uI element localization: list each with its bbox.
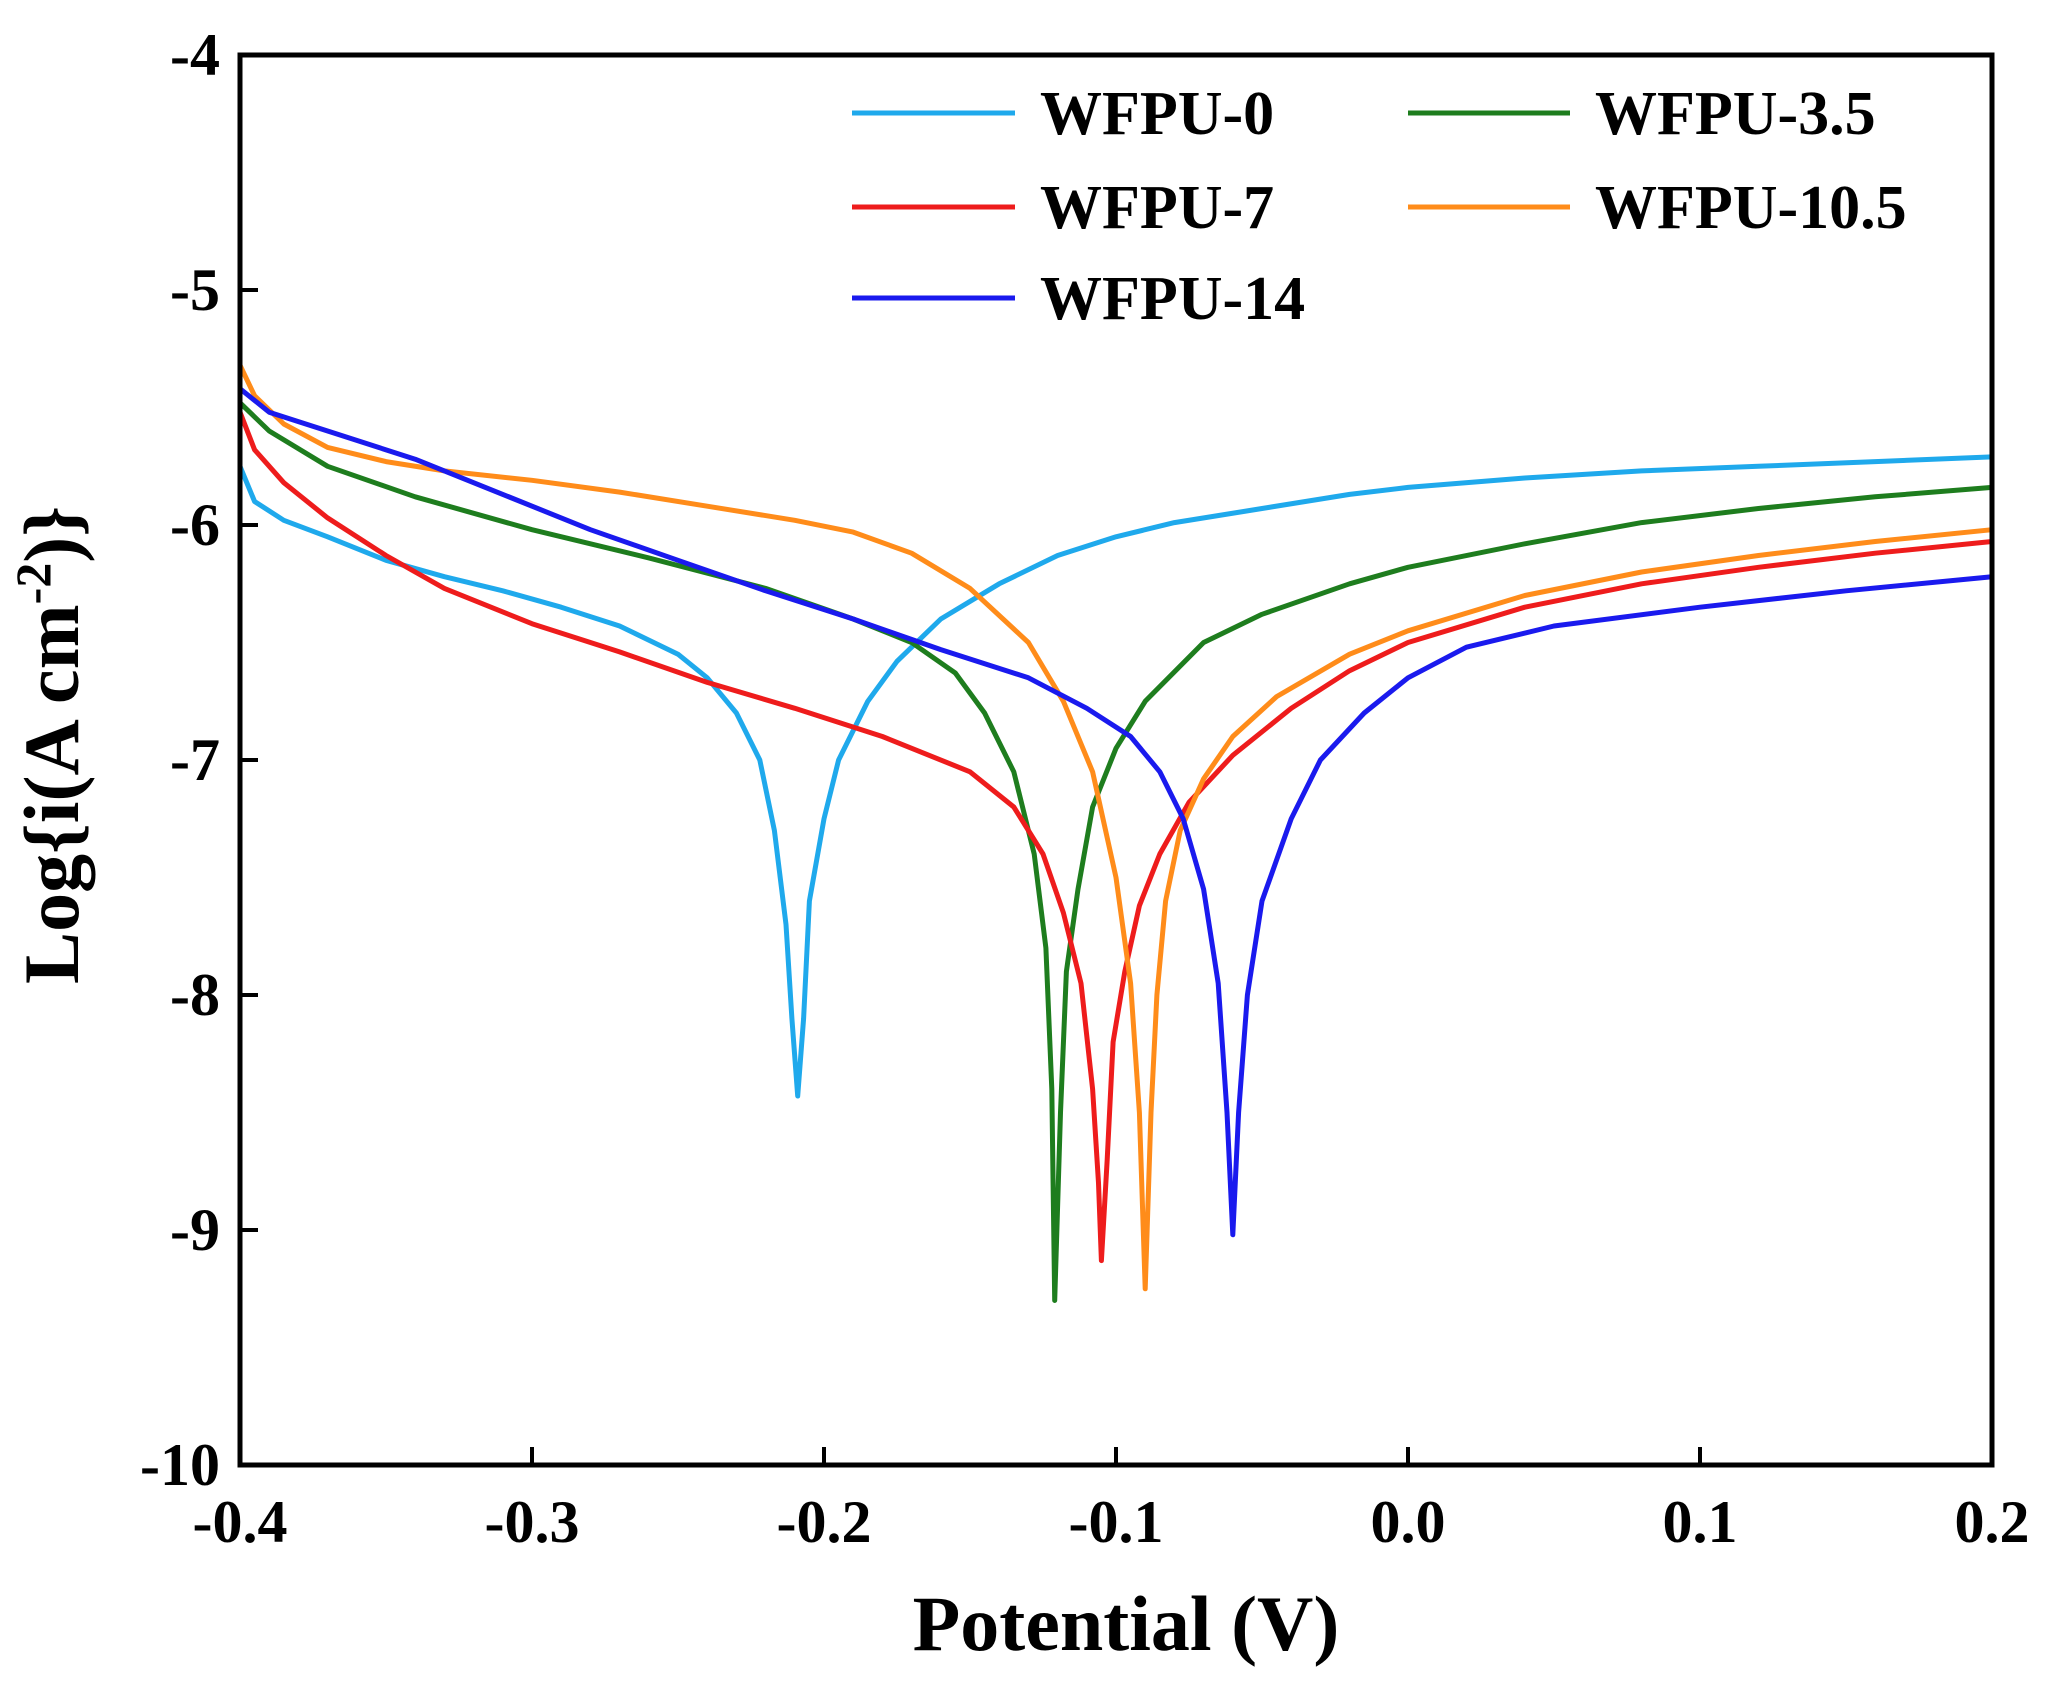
x-tick-label: -0.2: [777, 1489, 872, 1555]
series-line-wfpu-0: [237, 454, 1995, 1099]
x-tick-label: 0.2: [1955, 1489, 2030, 1555]
legend-label-wfpu-10-5: WFPU-10.5: [1595, 174, 1907, 242]
x-axis-title: Potential (V): [913, 1580, 1340, 1667]
legend: WFPU-0 WFPU-3.5 WFPU-7 WFPU-10.5 WFPU-14: [852, 80, 1907, 333]
y-tick-label: -4: [170, 22, 220, 88]
y-tick-label: -7: [170, 727, 220, 793]
labels-layer: -0.4 -0.3 -0.2 -0.1 0.0 0.1 0.2 -10 -9 -8 -7 -6 -5 -4…: [5, 22, 2030, 1667]
axes-layer: [237, 52, 1995, 1468]
series-line-wfpu-10-5: [237, 362, 1995, 1292]
x-tick-label: -0.4: [193, 1489, 288, 1555]
y-tick-label: -9: [170, 1197, 220, 1263]
legend-label-wfpu-7: WFPU-7: [1040, 174, 1274, 242]
y-tick-label: -8: [170, 962, 220, 1028]
series-line-wfpu-14: [237, 386, 1995, 1238]
x-tick-label: 0.1: [1663, 1489, 1738, 1555]
legend-label-wfpu-3-5: WFPU-3.5: [1595, 80, 1876, 148]
y-tick-label: -10: [140, 1432, 220, 1498]
legend-label-wfpu-14: WFPU-14: [1040, 265, 1305, 333]
x-tick-label: -0.3: [485, 1489, 580, 1555]
series-line-wfpu-7: [237, 409, 1995, 1264]
y-tick-label: -6: [170, 492, 220, 558]
x-tick-label: -0.1: [1069, 1489, 1164, 1555]
legend-label-wfpu-0: WFPU-0: [1040, 80, 1274, 148]
y-axis-title: Log{i(A cm-2)}: [5, 506, 95, 984]
series-line-wfpu-3-5: [237, 400, 1995, 1303]
y-tick-label: -5: [170, 257, 220, 323]
series-layer: [237, 362, 1995, 1303]
x-tick-label: 0.0: [1371, 1489, 1446, 1555]
